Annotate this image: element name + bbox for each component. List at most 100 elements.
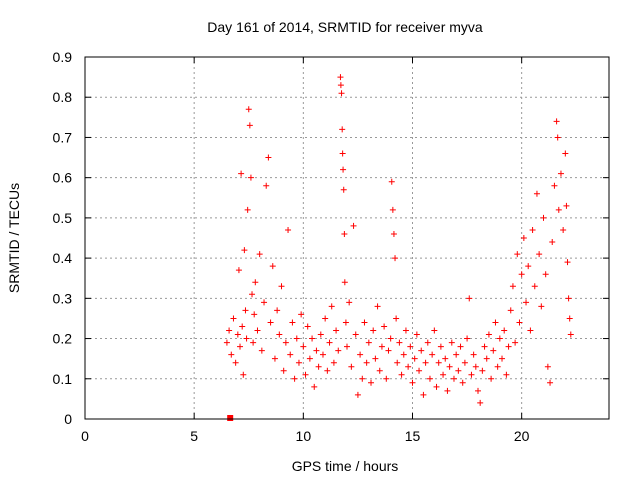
data-point [228,351,235,358]
data-point [388,178,395,185]
data-point [285,226,292,233]
data-point [338,90,345,97]
y-tick-label: 0.3 [53,290,73,306]
data-point [295,359,302,366]
data-point [242,307,249,314]
data-point [300,343,307,350]
data-point [251,311,258,318]
data-point [533,190,540,197]
data-point [309,335,316,342]
data-point [485,331,492,338]
data-point [238,170,245,177]
data-point [330,359,337,366]
data-point [383,375,390,382]
data-point [507,307,514,314]
data-point [470,351,477,358]
data-point [461,359,468,366]
data-point [416,367,423,374]
data-point [340,166,347,173]
data-point [250,339,257,346]
data-point [394,359,401,366]
data-point [402,327,409,334]
data-point [562,150,569,157]
data-point [529,226,536,233]
data-point [555,206,562,213]
data-point [322,315,329,322]
y-tick-label: 0.7 [53,129,73,145]
data-point [459,379,466,386]
data-point [378,343,385,350]
data-point [492,319,499,326]
data-point [501,327,508,334]
data-point [337,74,344,81]
data-point [311,383,318,390]
data-point [420,391,427,398]
y-axis-label: SRMTID / TECUs [6,183,22,293]
data-point [389,206,396,213]
data-point [509,283,516,290]
data-point [557,170,564,177]
data-point [477,399,484,406]
data-point [265,154,272,161]
data-point [339,126,346,133]
x-tick-label: 0 [81,428,89,444]
data-point [411,355,418,362]
grid-lines [85,57,609,419]
data-point [350,222,357,229]
data-point [466,295,473,302]
data-point [512,339,519,346]
data-point [503,371,510,378]
data-point [341,230,348,237]
data-point [280,367,287,374]
data-point [340,186,347,193]
data-point [448,339,455,346]
data-point [392,255,399,262]
axis-ticks: 0 0.1 0.2 0.3 0.4 0.5 0.6 0.7 0.8 0.9 0 5 10 15 20 [53,49,609,444]
data-point [479,367,486,374]
data-point [396,339,403,346]
data-point [499,355,506,362]
plot-frame [84,56,610,420]
data-point [368,379,375,386]
data-point [523,299,530,306]
y-tick-label: 0.2 [53,331,73,347]
data-point [560,226,567,233]
data-point [496,335,503,342]
data-point [269,263,276,270]
data-point [468,371,475,378]
data-point [483,355,490,362]
data-point [333,327,340,334]
data-point [276,331,283,338]
data-point [457,343,464,350]
data-point [374,303,381,310]
data-point [433,383,440,390]
data-point [267,319,274,326]
data-point [263,182,270,189]
zero-value-marker [227,415,234,421]
data-point [244,206,251,213]
data-point [372,355,379,362]
y-tick-label: 0.8 [53,89,73,105]
data-point [514,251,521,258]
data-point [363,359,370,366]
data-point [337,82,344,89]
data-point [302,371,309,378]
y-tick-label: 0.4 [53,250,73,266]
data-point [344,343,350,350]
x-tick-label: 15 [405,428,421,444]
data-point [274,307,281,314]
data-point [564,259,571,266]
data-point [431,327,438,334]
data-point [256,251,263,258]
data-point [563,202,570,209]
data-point [254,327,261,334]
data-point [418,347,425,354]
data-point [518,271,525,278]
data-point [235,267,242,274]
data-point [481,343,488,350]
data-point [232,359,239,366]
data-point [239,323,246,330]
data-point [531,283,538,290]
data-point [455,367,462,374]
